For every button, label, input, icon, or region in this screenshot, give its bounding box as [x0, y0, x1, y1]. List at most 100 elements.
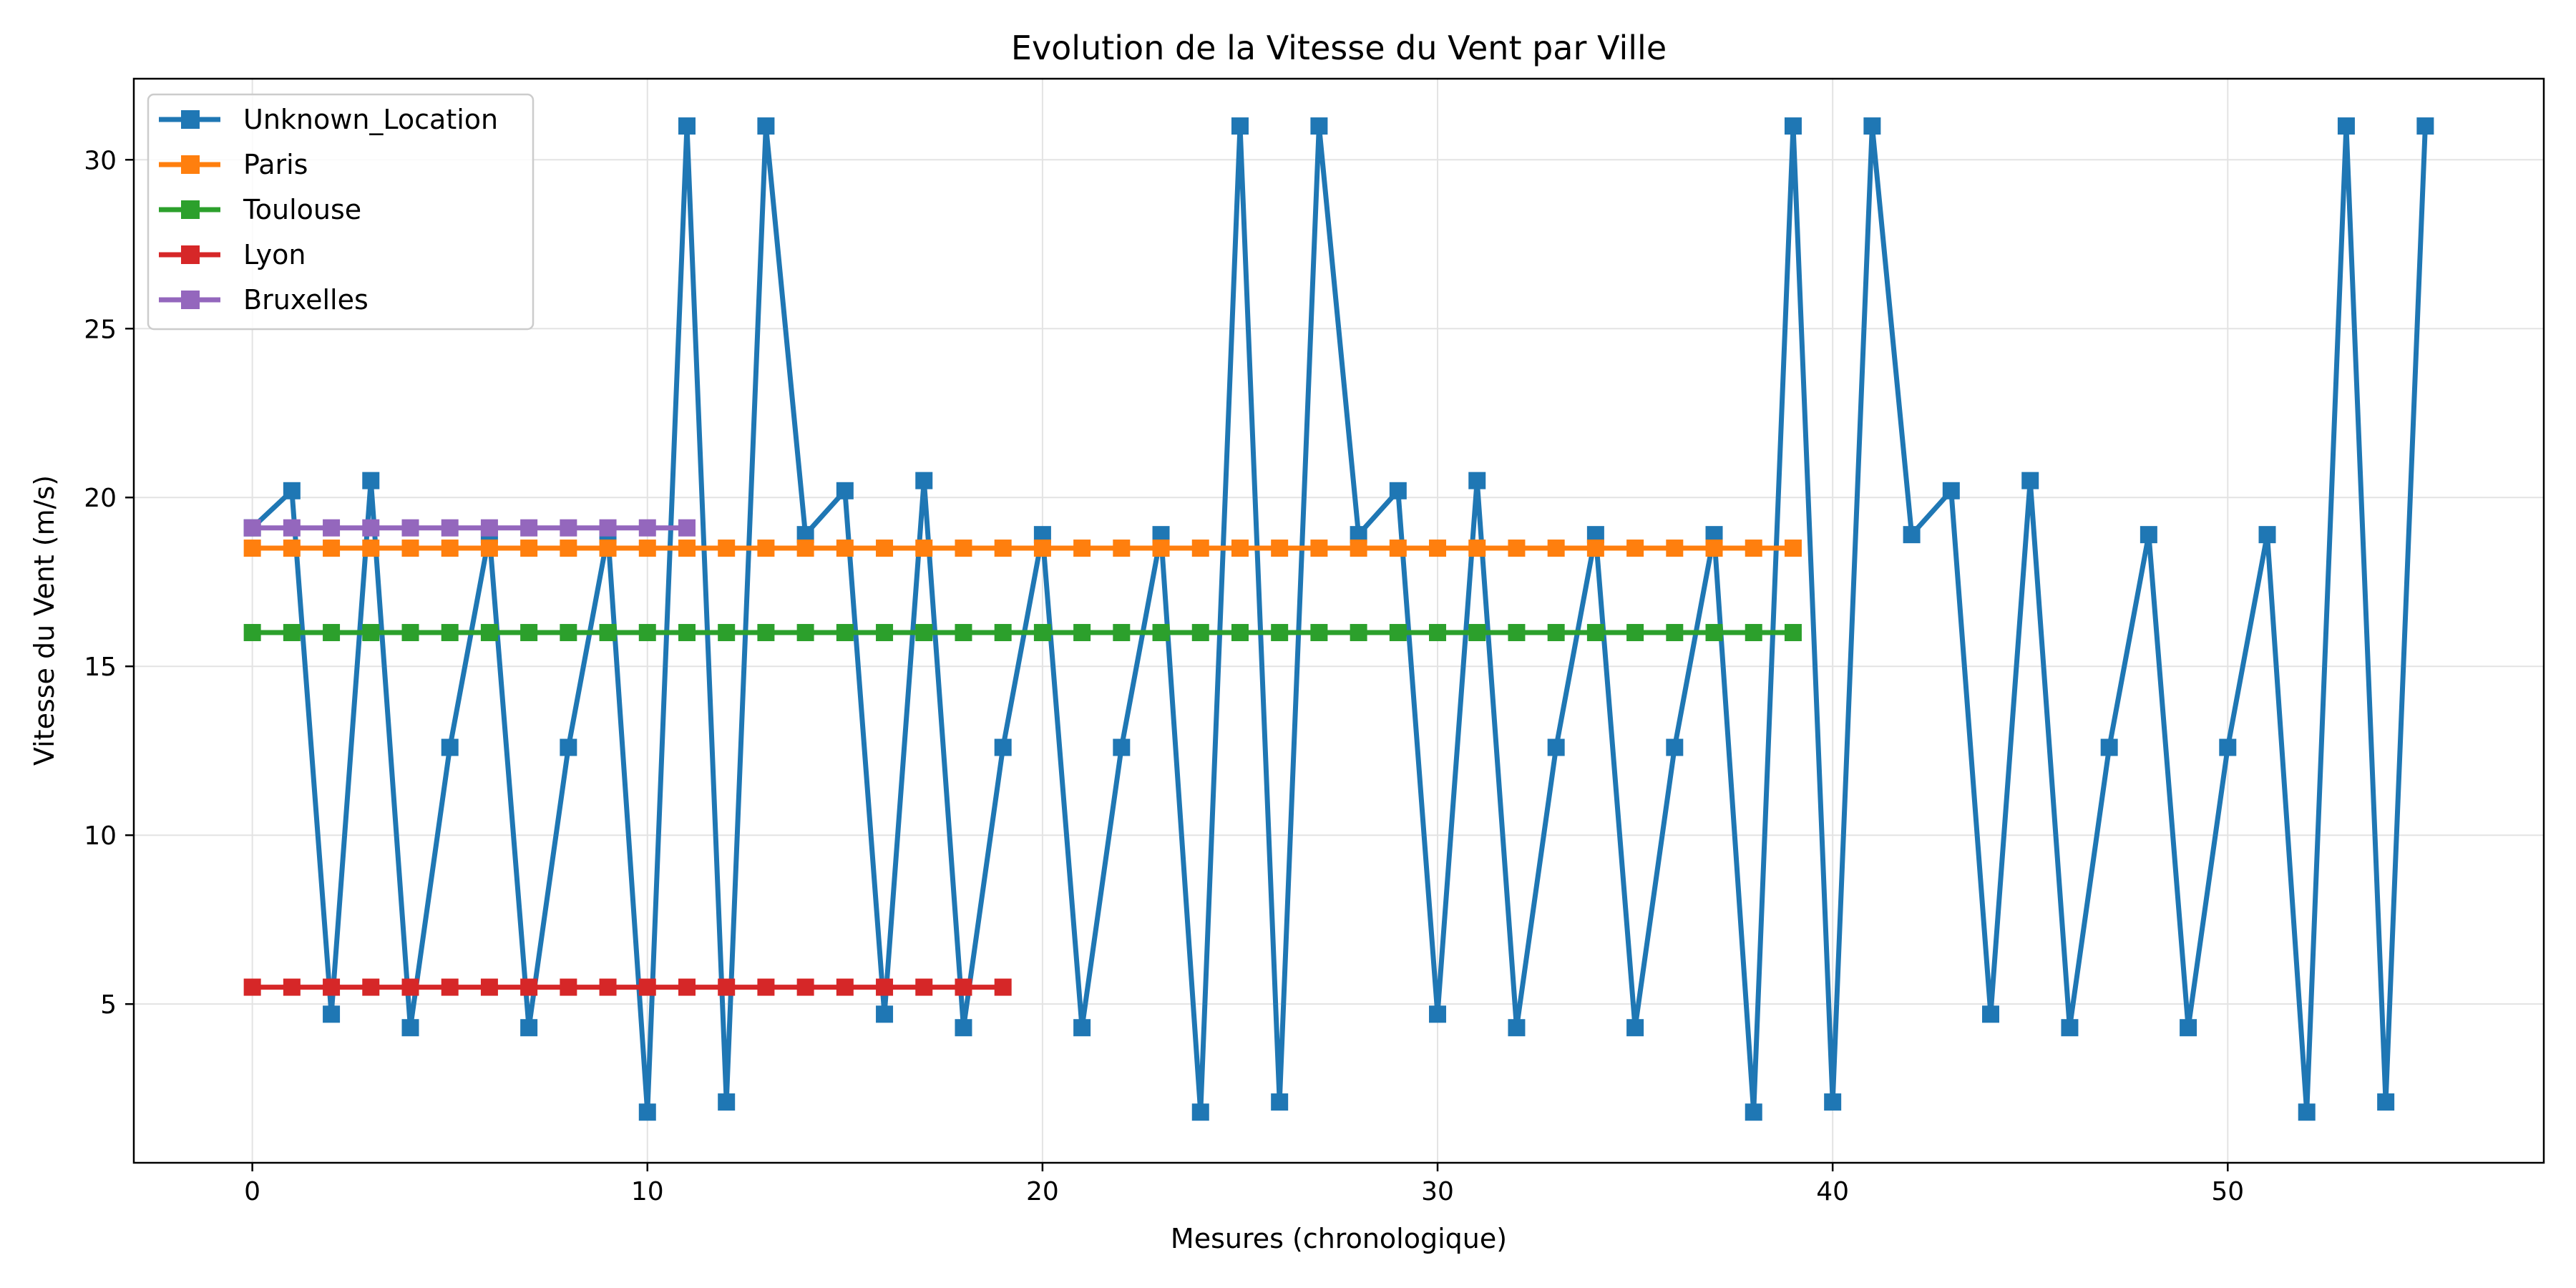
data-point	[994, 738, 1012, 756]
data-point	[915, 978, 933, 996]
data-point	[480, 519, 498, 537]
data-point	[718, 978, 736, 996]
data-point	[994, 978, 1012, 996]
data-point	[1191, 624, 1209, 642]
data-point	[1863, 117, 1881, 135]
data-point	[441, 738, 459, 756]
data-point	[1824, 1093, 1842, 1111]
data-point	[638, 1103, 656, 1121]
plot-frame	[132, 77, 2545, 1164]
axis-ticks: 0 10 20 30 40 50 5 10 15 20 25 30	[84, 146, 2244, 1206]
data-point	[1271, 1093, 1289, 1111]
data-point	[718, 540, 736, 557]
data-point	[1626, 1019, 1644, 1037]
data-point	[876, 978, 894, 996]
data-point	[1429, 540, 1447, 557]
x-tick-label: 30	[1421, 1177, 1454, 1206]
data-point	[441, 519, 459, 537]
data-point	[401, 978, 419, 996]
data-point	[401, 624, 419, 642]
x-tick-label: 20	[1026, 1177, 1059, 1206]
data-point	[520, 978, 538, 996]
data-point	[1231, 117, 1249, 135]
data-point	[1468, 472, 1486, 489]
data-point	[678, 540, 696, 557]
data-point	[560, 519, 577, 537]
data-point	[955, 624, 972, 642]
data-point	[1982, 1005, 2000, 1023]
data-point	[560, 978, 577, 996]
data-point	[2140, 526, 2157, 544]
legend-label: Paris	[243, 149, 308, 180]
data-point	[560, 540, 577, 557]
legend-frame	[147, 93, 535, 331]
series-paris	[243, 540, 1802, 557]
data-point	[876, 1005, 894, 1023]
data-point	[1705, 540, 1723, 557]
data-point	[638, 624, 656, 642]
legend-label: Lyon	[243, 239, 306, 270]
data-point	[1626, 624, 1644, 642]
data-point	[1033, 624, 1051, 642]
data-point	[994, 624, 1012, 642]
data-point	[283, 978, 301, 996]
y-tick-label: 25	[84, 315, 117, 344]
data-point	[599, 624, 617, 642]
legend-marker	[181, 245, 200, 264]
data-point	[441, 624, 459, 642]
data-point	[323, 519, 341, 537]
data-point	[1191, 1103, 1209, 1121]
data-point	[323, 1005, 341, 1023]
legend-label: Bruxelles	[243, 284, 369, 316]
legend-marker	[181, 110, 200, 129]
data-point	[1350, 540, 1367, 557]
data-point	[1903, 526, 1921, 544]
x-tick-label: 40	[1816, 1177, 1849, 1206]
data-point	[2061, 1019, 2079, 1037]
data-point	[678, 978, 696, 996]
data-point	[1745, 624, 1762, 642]
data-point	[1113, 624, 1131, 642]
data-point	[480, 978, 498, 996]
data-point	[796, 624, 814, 642]
data-point	[1586, 540, 1604, 557]
data-point	[1073, 540, 1091, 557]
data-point	[1152, 624, 1170, 642]
data-point	[638, 519, 656, 537]
legend-label: Unknown_Location	[243, 104, 498, 135]
data-point	[757, 624, 775, 642]
data-point	[323, 540, 341, 557]
data-point	[1073, 624, 1091, 642]
data-point	[1191, 540, 1209, 557]
data-point	[796, 978, 814, 996]
data-point	[362, 472, 380, 489]
data-point	[836, 482, 854, 499]
series-lyon	[243, 978, 1012, 996]
data-point	[1626, 540, 1644, 557]
data-point	[2180, 1019, 2197, 1037]
data-point	[1271, 624, 1289, 642]
data-point	[1508, 624, 1526, 642]
data-point	[480, 540, 498, 557]
legend-label: Toulouse	[243, 194, 361, 225]
legend-entry: Unknown_Location	[159, 104, 498, 135]
data-point	[283, 519, 301, 537]
data-point	[1389, 624, 1407, 642]
data-point	[678, 519, 696, 537]
data-point	[915, 540, 933, 557]
data-point	[1508, 1019, 1526, 1037]
data-point	[441, 978, 459, 996]
data-point	[1310, 117, 1328, 135]
data-point	[1586, 624, 1604, 642]
data-point	[283, 482, 301, 499]
data-point	[1113, 738, 1131, 756]
x-tick-label: 10	[631, 1177, 664, 1206]
data-point	[1666, 738, 1684, 756]
data-point	[1113, 540, 1131, 557]
data-point	[362, 540, 380, 557]
series-bruxelles	[243, 519, 696, 537]
data-point	[283, 624, 301, 642]
data-point	[1547, 738, 1565, 756]
data-point	[243, 624, 261, 642]
data-point	[480, 624, 498, 642]
